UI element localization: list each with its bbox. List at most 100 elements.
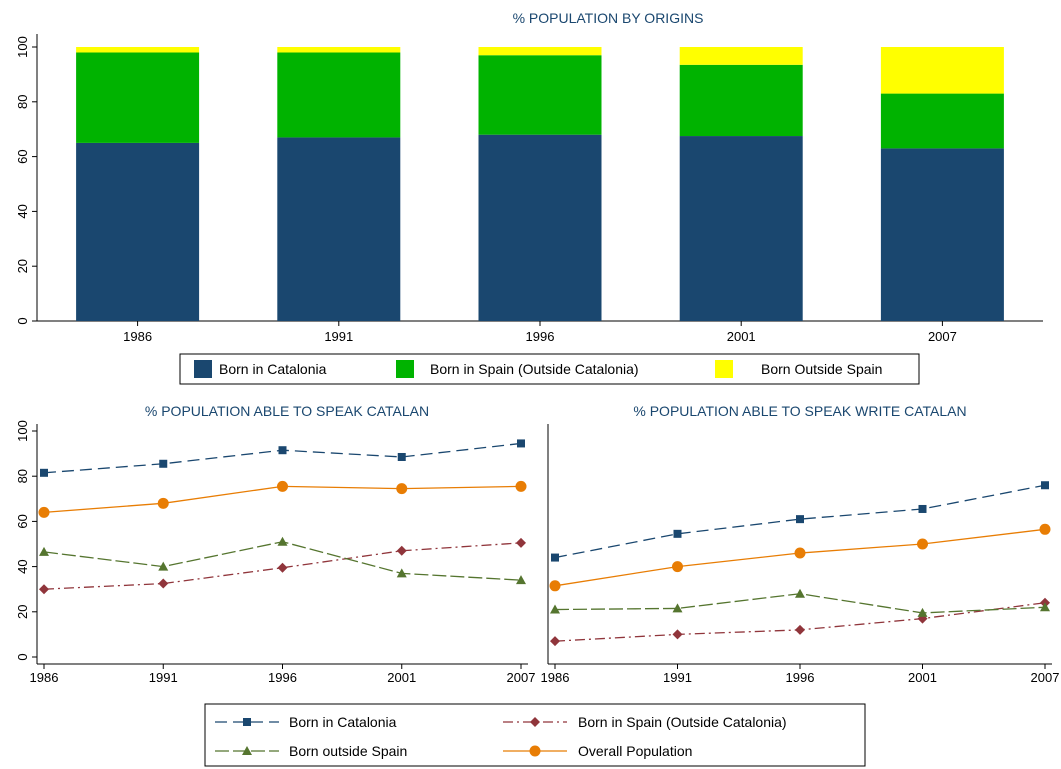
point-triangle	[917, 607, 928, 617]
line-legend-label-outside: Born outside Spain	[289, 743, 407, 759]
x-tick-label: 2007	[1031, 670, 1060, 685]
x-tick-label: 1986	[123, 329, 152, 344]
x-tick-label: 1991	[324, 329, 353, 344]
point-circle	[529, 745, 541, 757]
point-diamond	[530, 717, 540, 727]
x-tick-label: 1986	[541, 670, 570, 685]
point-square	[673, 529, 682, 538]
x-tick-label: 1996	[268, 670, 297, 685]
x-tick-label: 2007	[507, 670, 536, 685]
point-circle	[549, 580, 561, 592]
bar-1991-2	[277, 47, 401, 53]
bar-1986-2	[76, 47, 200, 53]
point-circle	[672, 561, 683, 573]
line-legend-label-spain: Born in Spain (Outside Catalonia)	[578, 714, 787, 730]
bar-1996-1	[478, 55, 602, 135]
point-diamond	[396, 545, 407, 556]
line-legend-symbols	[215, 717, 567, 757]
y-tick-label: 100	[15, 36, 30, 58]
x-tick-label: 1996	[526, 329, 555, 344]
x-tick-label: 1986	[30, 670, 59, 685]
point-triangle	[1040, 602, 1050, 612]
legend-swatch-outside	[715, 360, 733, 378]
bar-2001-1	[679, 64, 803, 137]
bar-1996-2	[478, 47, 602, 56]
point-circle	[38, 506, 50, 518]
y-tick-label: 0	[15, 653, 30, 660]
x-tick-label: 2007	[928, 329, 957, 344]
point-diamond	[39, 584, 49, 595]
legend-swatch-catalonia	[194, 360, 212, 378]
y-tick-label: 0	[15, 317, 30, 324]
legend-swatch-spain	[396, 360, 414, 378]
write-chart-title: % POPULATION ABLE TO SPEAK WRITE CATALAN	[633, 403, 966, 419]
legend-label-outside: Born Outside Spain	[761, 361, 882, 377]
point-diamond	[277, 562, 288, 573]
bar-chart-origins: % POPULATION BY ORIGINS 0 20 40 60 80 100 198…	[15, 10, 1043, 344]
point-square	[918, 504, 927, 513]
line-chart-write: % POPULATION ABLE TO SPEAK WRITE CATALAN…	[541, 403, 1060, 685]
point-square	[796, 515, 804, 524]
bar-legend-frame	[179, 353, 920, 385]
point-triangle	[39, 546, 49, 556]
point-square	[397, 452, 406, 461]
y-tick-label: 40	[15, 559, 30, 573]
point-triangle	[277, 536, 288, 546]
bar-2001-2	[679, 47, 803, 65]
write-chart-lines	[549, 481, 1051, 647]
bar-2001-0	[679, 136, 803, 321]
point-square	[159, 459, 168, 468]
y-tick-label: 80	[15, 469, 30, 483]
x-tick-label: 1996	[786, 670, 815, 685]
bar-1991-0	[277, 137, 401, 321]
bar-2007-1	[880, 93, 1004, 149]
bar-1991-1	[277, 52, 401, 138]
bar-chart-bars	[76, 47, 1004, 321]
point-square	[40, 468, 48, 477]
x-tick-label: 2001	[387, 670, 416, 685]
point-circle	[794, 547, 806, 559]
speak-chart-lines	[38, 439, 527, 595]
point-triangle	[795, 588, 805, 598]
x-tick-label: 1991	[149, 670, 178, 685]
point-diamond	[158, 578, 169, 589]
legend-label-spain: Born in Spain (Outside Catalonia)	[430, 361, 639, 377]
point-diamond	[795, 624, 805, 635]
y-tick-label: 80	[15, 95, 30, 109]
bar-2007-2	[880, 47, 1004, 94]
point-square	[243, 718, 251, 726]
point-triangle	[516, 575, 526, 585]
bar-2007-0	[880, 148, 1004, 321]
bar-1996-0	[478, 134, 602, 321]
point-circle	[396, 483, 408, 495]
point-circle	[515, 480, 527, 492]
point-square	[278, 446, 287, 455]
line-legend-label-catalonia: Born in Catalonia	[289, 714, 397, 730]
write-chart-axes: 1986 1991 1996 2001 2007	[541, 424, 1060, 685]
point-square	[1041, 481, 1049, 490]
y-tick-label: 100	[15, 420, 30, 442]
y-tick-label: 20	[15, 259, 30, 273]
bar-chart-x-ticks: 1986 1991 1996 2001 2007	[123, 321, 957, 344]
bar-1986-0	[76, 142, 200, 321]
speak-chart-axes: 0 20 40 60 80 100 1986 1991 1996 2001 2007	[15, 420, 535, 685]
point-square	[517, 439, 525, 448]
bar-chart-y-axis: 0 20 40 60 80 100	[15, 34, 1043, 325]
point-triangle	[396, 568, 407, 578]
y-tick-label: 40	[15, 204, 30, 218]
bar-chart-title: % POPULATION BY ORIGINS	[513, 10, 704, 26]
y-tick-label: 60	[15, 149, 30, 163]
line-chart-speak: % POPULATION ABLE TO SPEAK CATALAN 0 20 40…	[15, 403, 535, 685]
point-triangle	[672, 603, 683, 613]
point-square	[551, 553, 559, 562]
x-tick-label: 2001	[727, 329, 756, 344]
y-tick-label: 20	[15, 605, 30, 619]
legend-label-catalonia: Born in Catalonia	[219, 361, 327, 377]
point-diamond	[672, 629, 683, 640]
bar-1986-1	[76, 52, 200, 143]
point-diamond	[516, 537, 526, 548]
point-triangle	[158, 561, 169, 571]
x-tick-label: 1991	[663, 670, 692, 685]
